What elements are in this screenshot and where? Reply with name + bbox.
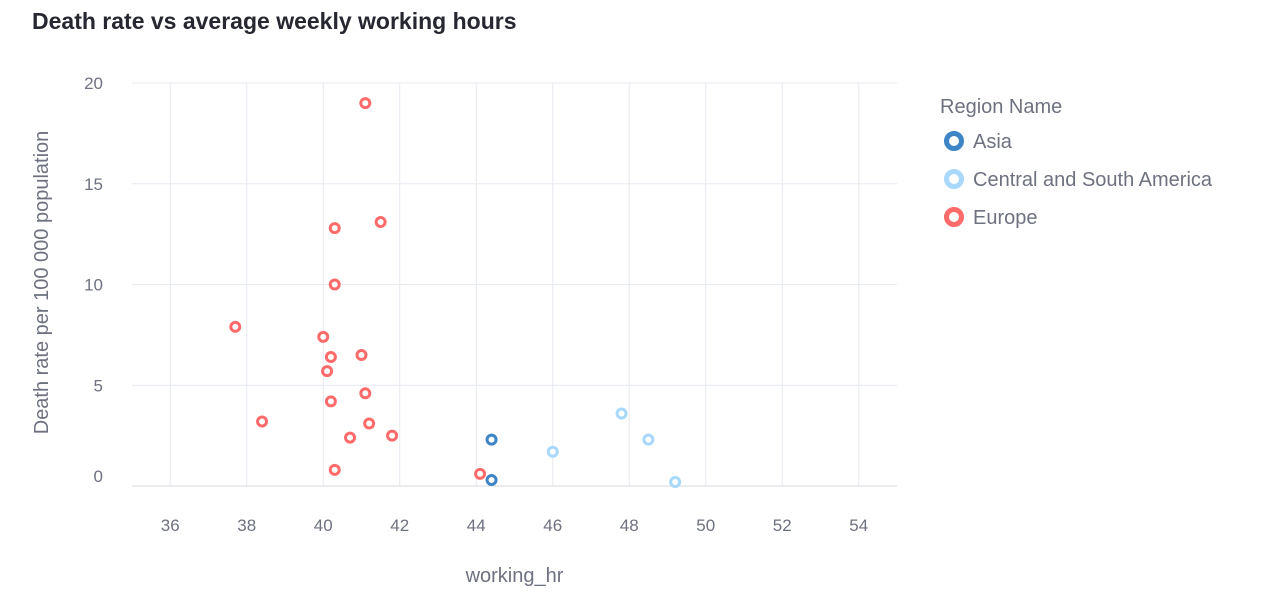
data-point xyxy=(321,365,334,378)
y-tick-label: 5 xyxy=(94,376,103,395)
legend-label: Asia xyxy=(973,131,1013,153)
legend-title: Region Name xyxy=(940,96,1062,118)
legend-marker xyxy=(944,169,964,189)
x-tick-label: 52 xyxy=(773,516,792,535)
data-point xyxy=(355,349,368,362)
data-point xyxy=(359,97,372,110)
x-tick-label: 50 xyxy=(696,516,715,535)
x-tick-label: 48 xyxy=(620,516,639,535)
data-point xyxy=(374,216,387,229)
x-tick-label: 40 xyxy=(314,516,333,535)
grid xyxy=(132,82,897,487)
y-tick-label: 0 xyxy=(94,467,103,486)
data-point xyxy=(256,415,269,428)
chart-title: Death rate vs average weekly working hou… xyxy=(32,8,517,34)
data-point xyxy=(642,433,655,446)
data-point xyxy=(363,417,376,430)
legend-label: Central and South America xyxy=(973,169,1213,191)
y-tick-label: 20 xyxy=(84,74,103,93)
y-tick-label: 15 xyxy=(84,175,103,194)
data-point xyxy=(328,222,341,235)
data-point xyxy=(317,330,330,343)
data-point xyxy=(546,445,559,458)
x-tick-label: 46 xyxy=(543,516,562,535)
data-point xyxy=(328,463,341,476)
x-tick-label: 44 xyxy=(467,516,486,535)
data-point xyxy=(229,320,242,333)
x-tick-label: 54 xyxy=(849,516,868,535)
data-point xyxy=(324,395,337,408)
x-tick-label: 36 xyxy=(161,516,180,535)
data-point xyxy=(474,467,487,480)
data-point xyxy=(324,351,337,364)
legend: Region Name Asia Central and South Americ… xyxy=(940,96,1213,229)
data-point xyxy=(344,431,357,444)
data-point xyxy=(485,433,498,446)
legend-marker xyxy=(944,131,964,151)
data-point xyxy=(615,407,628,420)
data-points xyxy=(229,97,682,488)
legend-label: Europe xyxy=(973,207,1038,229)
data-point xyxy=(485,473,498,486)
x-tick-label: 42 xyxy=(390,516,409,535)
y-axis-title: Death rate per 100 000 population xyxy=(31,131,53,435)
y-axis-ticks: 0 5 10 15 20 xyxy=(84,74,103,486)
legend-marker xyxy=(944,207,964,227)
x-axis-ticks: 36 38 40 42 44 46 48 50 52 54 xyxy=(161,516,868,535)
x-tick-label: 38 xyxy=(237,516,256,535)
data-point xyxy=(359,387,372,400)
data-point xyxy=(386,429,399,442)
data-point xyxy=(669,475,682,488)
y-tick-label: 10 xyxy=(84,276,103,295)
x-axis-title: working_hr xyxy=(465,565,564,587)
data-point xyxy=(328,278,341,291)
